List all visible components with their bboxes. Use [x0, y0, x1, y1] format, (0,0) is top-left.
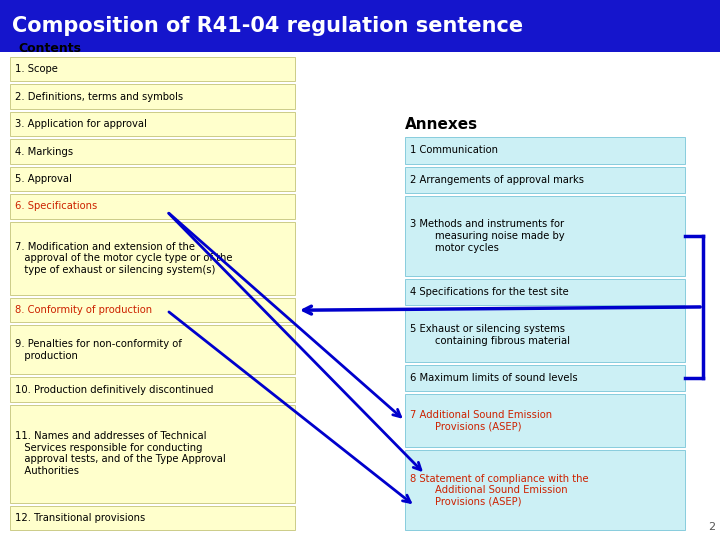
FancyBboxPatch shape	[10, 194, 295, 219]
Text: 6. Specifications: 6. Specifications	[15, 201, 97, 212]
FancyBboxPatch shape	[405, 394, 685, 447]
FancyBboxPatch shape	[10, 139, 295, 164]
Text: 10. Production definitively discontinued: 10. Production definitively discontinued	[15, 384, 214, 395]
FancyBboxPatch shape	[405, 450, 685, 530]
Text: 11. Names and addresses of Technical
   Services responsible for conducting
   a: 11. Names and addresses of Technical Ser…	[15, 431, 226, 476]
Text: 3 Methods and instruments for
        measuring noise made by
        motor cycl: 3 Methods and instruments for measuring …	[410, 219, 564, 253]
FancyBboxPatch shape	[10, 221, 295, 295]
FancyBboxPatch shape	[10, 84, 295, 109]
Text: 9. Penalties for non-conformity of
   production: 9. Penalties for non-conformity of produ…	[15, 339, 182, 361]
FancyBboxPatch shape	[405, 279, 685, 306]
Text: 1. Scope: 1. Scope	[15, 64, 58, 74]
FancyBboxPatch shape	[405, 364, 685, 391]
FancyBboxPatch shape	[405, 166, 685, 193]
FancyBboxPatch shape	[10, 57, 295, 82]
Text: 7. Modification and extension of the
   approval of the motor cycle type or of t: 7. Modification and extension of the app…	[15, 242, 233, 275]
Text: 2 Arrangements of approval marks: 2 Arrangements of approval marks	[410, 175, 584, 185]
Text: 2. Definitions, terms and symbols: 2. Definitions, terms and symbols	[15, 92, 183, 102]
Text: Annexes: Annexes	[405, 117, 478, 132]
Bar	[0, 0, 720, 52]
Text: 2: 2	[708, 522, 715, 532]
Text: 4 Specifications for the test site: 4 Specifications for the test site	[410, 287, 569, 297]
FancyBboxPatch shape	[405, 196, 685, 276]
Text: 6 Maximum limits of sound levels: 6 Maximum limits of sound levels	[410, 373, 577, 383]
Text: 7 Additional Sound Emission
        Provisions (ASEP): 7 Additional Sound Emission Provisions (…	[410, 410, 552, 431]
Text: Contents: Contents	[18, 42, 81, 55]
FancyBboxPatch shape	[10, 377, 295, 402]
FancyBboxPatch shape	[10, 505, 295, 530]
Text: 12. Transitional provisions: 12. Transitional provisions	[15, 513, 145, 523]
FancyBboxPatch shape	[10, 298, 295, 322]
Text: 8. Conformity of production: 8. Conformity of production	[15, 305, 152, 315]
FancyBboxPatch shape	[405, 308, 685, 362]
Text: 4. Markings: 4. Markings	[15, 146, 73, 157]
Text: 5. Approval: 5. Approval	[15, 174, 72, 184]
Text: 3. Application for approval: 3. Application for approval	[15, 119, 147, 129]
Text: 1 Communication: 1 Communication	[410, 145, 498, 156]
FancyBboxPatch shape	[10, 326, 295, 374]
Text: 5 Exhaust or silencing systems
        containing fibrous material: 5 Exhaust or silencing systems containin…	[410, 324, 570, 346]
Text: Composition of R41-04 regulation sentence: Composition of R41-04 regulation sentenc…	[12, 16, 523, 36]
Text: 8 Statement of compliance with the
        Additional Sound Emission
        Pro: 8 Statement of compliance with the Addit…	[410, 474, 589, 507]
FancyBboxPatch shape	[405, 137, 685, 164]
FancyBboxPatch shape	[10, 167, 295, 191]
FancyBboxPatch shape	[10, 112, 295, 136]
FancyBboxPatch shape	[10, 405, 295, 503]
